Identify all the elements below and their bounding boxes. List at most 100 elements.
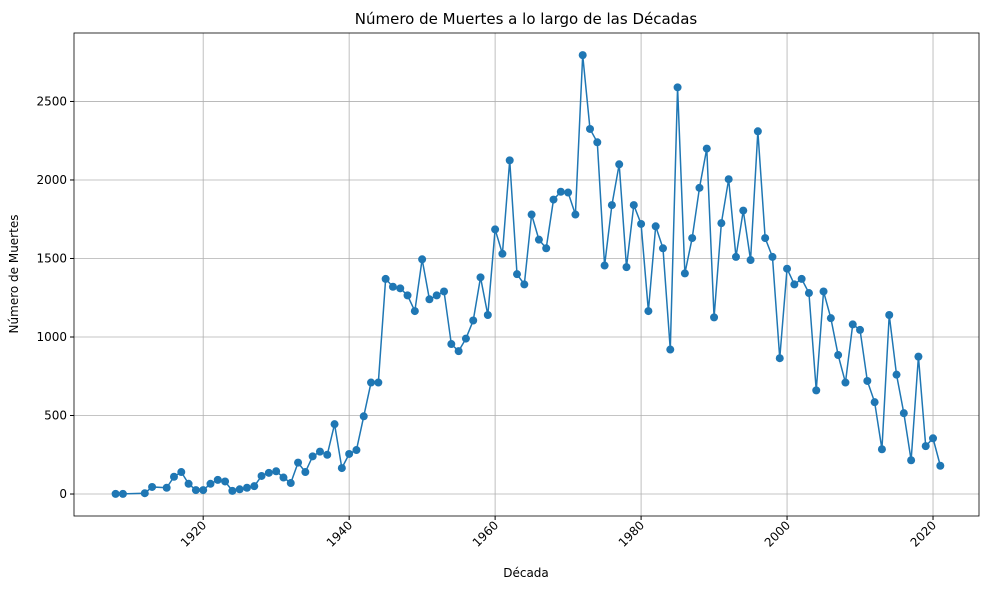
data-point [658,244,667,253]
data-point [804,289,813,298]
data-point [272,467,281,476]
x-tick-label: 1920 [178,518,209,549]
data-point [556,187,565,196]
data-point [783,264,792,273]
data-point [228,486,237,495]
data-point [761,234,770,243]
data-point [454,347,463,356]
data-point [826,314,835,323]
data-point [615,160,624,169]
data-point [768,252,777,261]
data-point [819,287,828,296]
data-point [374,378,383,387]
x-tick-label: 1940 [324,518,355,549]
data-point [914,352,923,361]
data-point [140,489,149,498]
data-point [731,252,740,261]
data-point [600,261,609,270]
x-tick-label: 1980 [616,518,647,549]
data-point [235,485,244,494]
data-point [184,479,193,488]
data-point [870,398,879,407]
data-point [498,249,507,258]
data-point [746,256,755,265]
y-tick-label: 500 [44,409,67,423]
x-tick-label: 1960 [470,518,501,549]
data-point [294,458,303,467]
data-point [899,409,908,418]
data-point [476,273,485,282]
data-point [841,378,850,387]
data-point [242,483,251,492]
x-tick-label: 2020 [908,518,939,549]
data-point [651,222,660,231]
data-point [396,284,405,293]
data-point [469,316,478,325]
data-point [534,235,543,244]
data-point [403,291,412,300]
data-point [118,489,127,498]
data-point [863,376,872,385]
data-point [440,287,449,296]
data-point [432,291,441,300]
data-point [461,334,470,343]
data-point [418,255,427,264]
data-point [213,475,222,484]
y-tick-label: 0 [59,487,67,501]
data-point [381,274,390,283]
data-point [921,442,930,451]
data-point [527,210,536,219]
data-point [622,263,631,272]
data-point [702,144,711,153]
data-point [673,83,682,92]
data-point [644,307,653,316]
data-point [286,479,295,488]
y-tick-label: 2500 [36,94,67,108]
data-point [410,307,419,316]
data-point [637,219,646,228]
data-point [330,420,339,429]
data-point [162,483,171,492]
y-tick-label: 1500 [36,251,67,265]
data-point [513,270,522,279]
data-point [629,201,638,210]
data-point [345,449,354,458]
data-point [775,354,784,363]
data-point [542,244,551,253]
data-point [710,313,719,322]
data-point [739,206,748,215]
data-point [753,127,762,136]
data-point [199,486,208,495]
x-tick-label: 2000 [762,518,793,549]
data-point [301,468,310,477]
data-point [250,482,259,491]
plot-frame [73,32,980,517]
data-point [323,450,332,459]
data-point [797,274,806,283]
data-point [907,456,916,465]
data-point [856,325,865,334]
data-point [483,311,492,320]
data-point [666,345,675,354]
data-point [812,386,821,395]
data-point [571,210,580,219]
data-point [221,477,230,486]
data-point [885,311,894,320]
data-point [578,51,587,60]
data-point [695,183,704,192]
y-axis-label: Número de Muertes [7,215,21,334]
data-point [308,452,317,461]
data-point [877,445,886,454]
data-point [505,156,514,165]
data-point [367,378,376,387]
data-point [491,225,500,234]
data-point [279,473,288,482]
data-point [688,234,697,243]
data-point [549,195,558,204]
data-point [337,464,346,473]
data-point [447,340,456,349]
data-point [717,219,726,228]
data-point [593,138,602,147]
data-point [848,320,857,329]
